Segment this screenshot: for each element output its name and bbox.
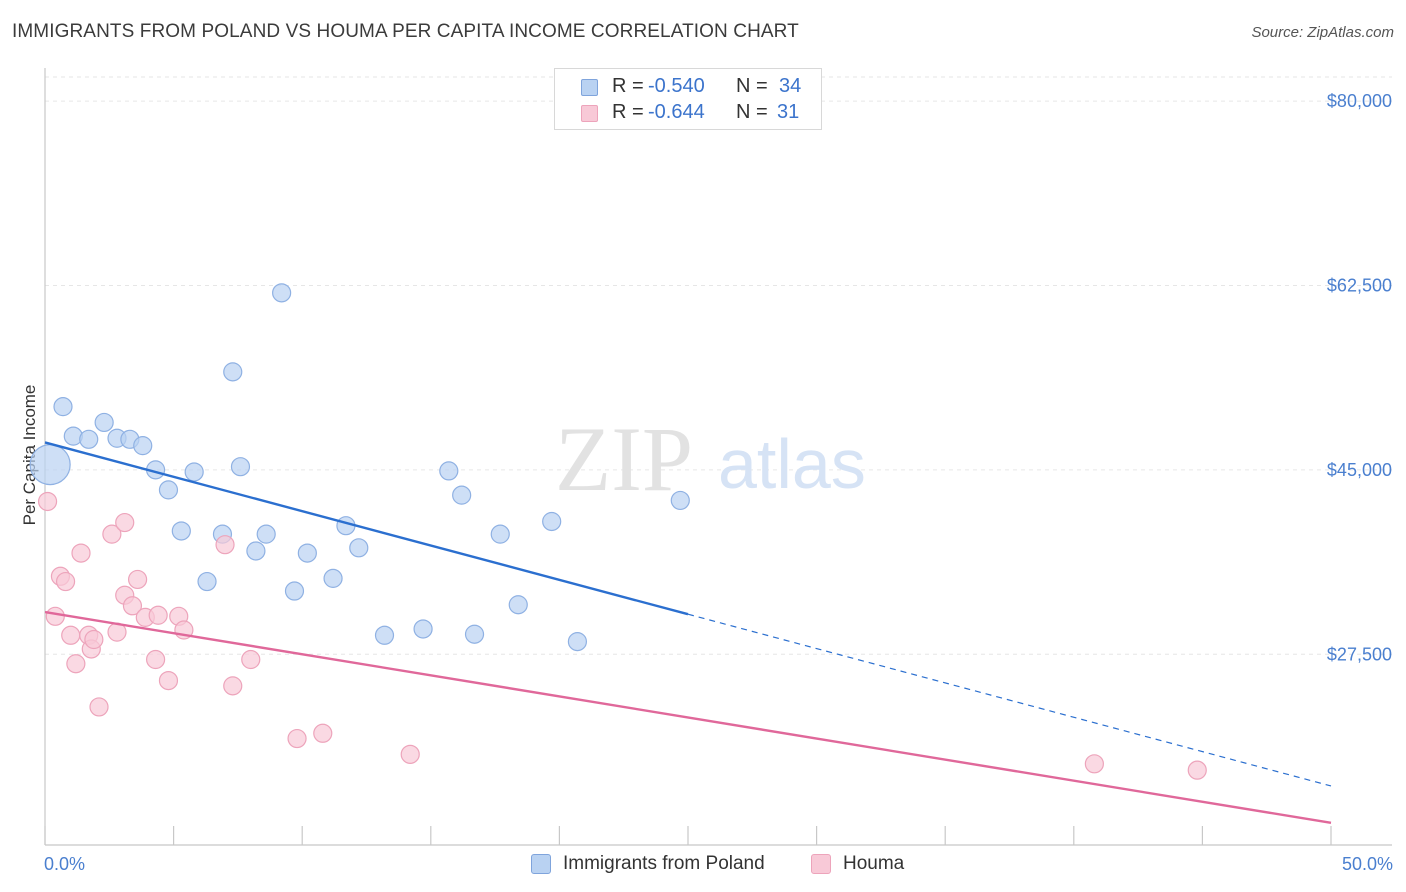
- watermark: ZIP atlas: [555, 408, 866, 510]
- houma-point: [84, 629, 104, 650]
- poland-point: [272, 283, 292, 303]
- y-tick-label: $62,500: [1327, 275, 1392, 295]
- poland-point: [53, 397, 73, 417]
- poland-point: [349, 538, 369, 558]
- poland-point: [374, 625, 395, 645]
- houma-point: [115, 512, 135, 533]
- poland-point: [158, 480, 179, 500]
- legend-label-poland: Immigrants from Poland: [563, 853, 765, 874]
- poland-point: [413, 619, 433, 639]
- poland-point: [133, 436, 153, 456]
- houma-trend-line: [44, 610, 1332, 825]
- y-tick-label: $45,000: [1327, 460, 1392, 480]
- poland-point: [542, 511, 562, 532]
- stats-row-houma: R = -0.644 N = 31: [555, 101, 823, 127]
- houma-point: [158, 670, 179, 691]
- houma-point: [89, 697, 109, 717]
- tick-labels: $27,500 $45,000 $62,500 $80,000 0.0% 50.0%: [44, 91, 1393, 874]
- poland-point: [29, 443, 71, 486]
- y-tick-label: $27,500: [1327, 644, 1392, 664]
- poland-point: [508, 595, 528, 615]
- poland-trend-line: [44, 441, 689, 616]
- poland-point: [230, 457, 251, 477]
- r-label: R =: [612, 101, 644, 123]
- poland-point: [63, 426, 83, 446]
- legend-label-houma: Houma: [843, 853, 905, 874]
- houma-point: [313, 723, 333, 743]
- houma-point: [66, 654, 86, 674]
- series-legend: Immigrants from Poland Houma: [0, 852, 1406, 878]
- x-tick-label: 0.0%: [44, 854, 85, 874]
- source-credit: Source: ZipAtlas.com: [1251, 24, 1394, 41]
- n-value: 34: [779, 75, 802, 97]
- houma-point: [148, 605, 168, 625]
- houma-legend-swatch: [811, 854, 831, 874]
- poland-point: [94, 412, 114, 433]
- houma-swatch: [581, 105, 598, 122]
- poland-point: [197, 571, 217, 592]
- poland-point: [297, 543, 317, 563]
- houma-point: [1187, 760, 1207, 780]
- poland-point: [439, 461, 459, 481]
- houma-point: [215, 535, 235, 555]
- houma-point: [241, 649, 261, 670]
- houma-point: [122, 596, 143, 616]
- data-points: [29, 283, 1207, 780]
- houma-point: [287, 728, 307, 749]
- grid-lines: [45, 76, 1392, 655]
- poland-point: [323, 568, 343, 588]
- houma-point: [45, 606, 65, 626]
- houma-point: [37, 491, 58, 512]
- poland-point: [256, 524, 276, 544]
- poland-point: [670, 490, 690, 511]
- houma-point: [55, 571, 76, 592]
- n-label: N =: [736, 101, 768, 123]
- poland-point: [246, 541, 266, 561]
- n-value: 31: [777, 101, 800, 123]
- poland-point: [452, 485, 472, 505]
- poland-point: [490, 524, 510, 544]
- poland-point: [223, 362, 243, 382]
- houma-point: [145, 649, 166, 670]
- r-value: -0.540: [648, 75, 705, 97]
- houma-point: [223, 676, 243, 696]
- poland-legend-swatch: [531, 854, 551, 874]
- poland-point: [184, 462, 204, 482]
- houma-point: [102, 524, 122, 544]
- houma-point: [71, 543, 91, 563]
- houma-point: [127, 569, 148, 590]
- houma-point: [61, 625, 81, 645]
- trend-lines: [44, 441, 1332, 825]
- n-label: N =: [736, 75, 768, 97]
- stats-row-poland: R = -0.540 N = 34: [555, 75, 823, 101]
- poland-swatch: [581, 79, 598, 96]
- poland-point: [464, 624, 485, 644]
- poland-point: [284, 581, 305, 601]
- poland-point: [171, 521, 191, 541]
- x-tick-label: 50.0%: [1342, 854, 1393, 874]
- r-value: -0.644: [648, 101, 705, 123]
- poland-trend-extension: [687, 613, 1332, 787]
- poland-point: [79, 429, 99, 449]
- stats-legend: R = -0.540 N = 34 R = -0.644 N = 31: [554, 68, 822, 130]
- watermark-atlas: atlas: [718, 425, 866, 503]
- houma-point: [400, 744, 420, 764]
- r-label: R =: [612, 75, 644, 97]
- chart-title: IMMIGRANTS FROM POLAND VS HOUMA PER CAPI…: [12, 21, 799, 42]
- watermark-zip: ZIP: [555, 408, 693, 510]
- y-tick-label: $80,000: [1327, 91, 1392, 111]
- houma-point: [1084, 754, 1104, 774]
- poland-point: [567, 632, 588, 652]
